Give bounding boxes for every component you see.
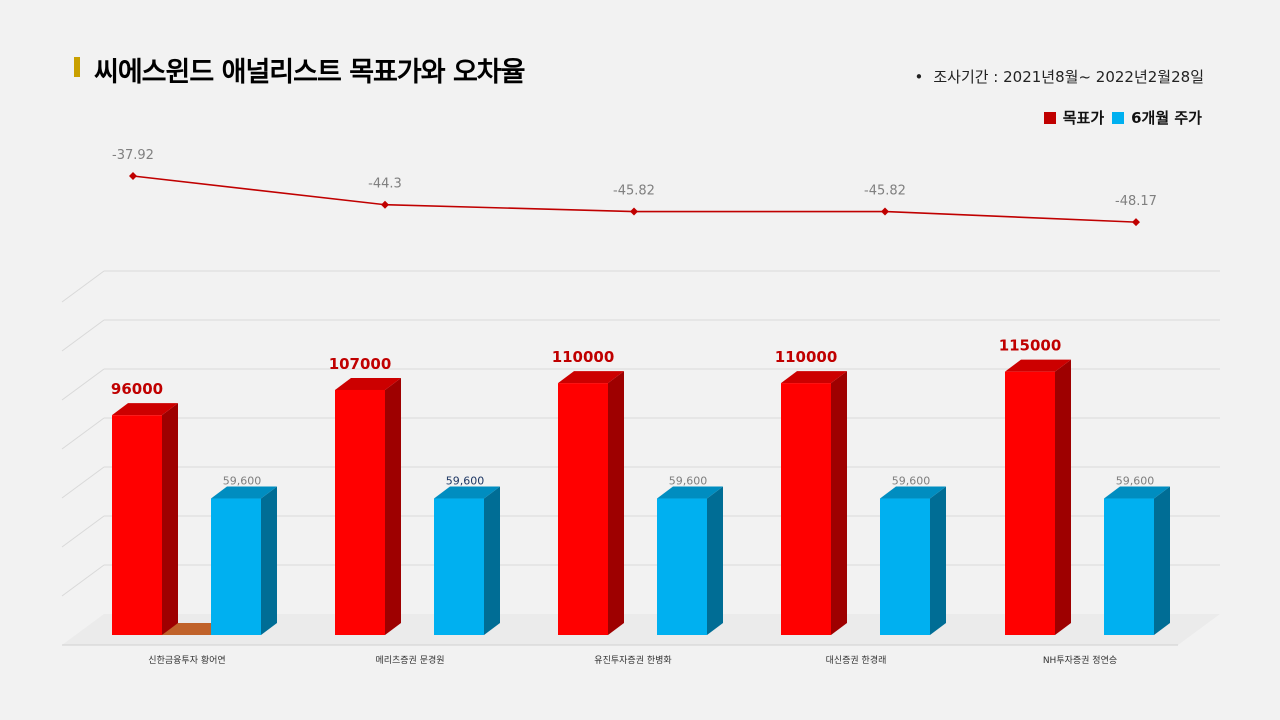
error-rate-point <box>1132 218 1140 227</box>
price-data-label: 59,600 <box>446 475 485 488</box>
x-axis-labels: 신한금융투자 황어연 메리츠증권 문경원 유진투자증권 한병화 대신증권 한경래 NH투… <box>148 654 1117 666</box>
target-bar-front <box>112 415 162 635</box>
target-bar <box>558 371 624 635</box>
bars: 96000 59,600 107000 59,600 110000 59,600 11000… <box>111 337 1170 635</box>
x-tick-label: 유진투자증권 한병화 <box>594 654 671 666</box>
price-bar-side <box>261 486 277 635</box>
price-bar-side <box>707 486 723 635</box>
target-bar-top <box>335 377 401 390</box>
target-data-label: 115000 <box>999 337 1062 355</box>
error-rate-point <box>129 172 137 180</box>
target-bar <box>1005 359 1071 635</box>
price-bar-front <box>880 498 930 635</box>
legend-swatch-target <box>1043 111 1056 124</box>
target-bar-top <box>1005 359 1071 372</box>
price-bar-front <box>1104 498 1154 635</box>
grid-line-side <box>61 368 105 401</box>
legend-label-price: 6개월 주가 <box>1131 109 1202 127</box>
error-rate-data-label: -37.92 <box>112 148 154 163</box>
legend: 목표가 6개월 주가 <box>1043 107 1202 128</box>
price-data-label: 59,600 <box>892 475 931 488</box>
error-rate-point <box>381 200 389 209</box>
price-bar-front <box>211 498 261 635</box>
x-tick-label: 대신증권 한경래 <box>826 654 887 666</box>
price-bar-top <box>1104 486 1170 499</box>
x-tick-label: NH투자증권 정연승 <box>1043 654 1117 666</box>
price-bar-top <box>434 486 500 499</box>
bullet: • <box>914 68 924 86</box>
title-accent-bar <box>74 57 80 77</box>
target-bar-side <box>385 377 401 635</box>
price-bar-side <box>1154 486 1170 635</box>
page-title: 씨에스윈드 애널리스트 목표가와 오차율 <box>94 57 525 88</box>
error-rate-data-label: -45.82 <box>613 184 655 199</box>
legend-swatch-price <box>1112 111 1125 124</box>
price-bar-front <box>434 498 484 635</box>
target-data-label: 110000 <box>775 348 838 366</box>
target-bar-top <box>558 371 624 384</box>
target-bar-top <box>781 371 847 384</box>
grid-line-side <box>61 466 105 499</box>
price-bar-top <box>657 486 723 499</box>
target-bar <box>335 377 401 635</box>
error-rate-point <box>881 207 889 216</box>
target-bar-side <box>608 371 624 635</box>
target-bar <box>112 403 178 635</box>
price-bar <box>434 486 500 635</box>
target-bar-front <box>335 389 385 635</box>
target-data-label: 107000 <box>329 355 392 373</box>
grid-line-side <box>61 417 105 450</box>
floor-slab <box>162 623 211 635</box>
price-bar-front <box>657 498 707 635</box>
error-rate-data-label: -48.17 <box>1115 194 1157 209</box>
target-bar-front <box>1005 371 1055 635</box>
error-rate-point <box>630 207 638 216</box>
error-rate-data-label: -44.3 <box>368 177 402 192</box>
survey-period-text: 조사기간 : 2021년8월~ 2022년2월28일 <box>933 68 1204 86</box>
price-data-label: 59,600 <box>1116 475 1155 488</box>
price-bar <box>211 486 277 635</box>
price-data-label: 59,600 <box>669 475 708 488</box>
price-bar-side <box>930 486 946 635</box>
target-bar-side <box>1055 359 1071 635</box>
grid-line-side <box>61 515 105 548</box>
survey-period: • 조사기간 : 2021년8월~ 2022년2월28일 <box>914 66 1204 87</box>
target-bar-side <box>831 371 847 635</box>
price-bar <box>657 486 723 635</box>
target-data-label: 110000 <box>552 348 615 366</box>
error-rate-data-label: -45.82 <box>864 184 906 199</box>
target-bar-front <box>558 383 608 635</box>
grid-line-side <box>61 564 105 597</box>
price-bar <box>1104 486 1170 635</box>
price-bar-top <box>211 486 277 499</box>
target-bar-top <box>112 403 178 416</box>
x-tick-label: 신한금융투자 황어연 <box>148 655 225 666</box>
target-data-label: 96000 <box>111 380 163 398</box>
price-data-label: 59,600 <box>223 475 262 488</box>
legend-item-target: 목표가 <box>1043 107 1105 128</box>
target-bar-front <box>781 383 831 635</box>
grid-line-side <box>61 319 105 352</box>
legend-item-price: 6개월 주가 <box>1112 107 1202 128</box>
price-bar-top <box>880 486 946 499</box>
grid-line-side <box>61 270 105 303</box>
x-tick-label: 메리츠증권 문경원 <box>375 654 444 666</box>
error-rate-line: -37.92 -44.3 -45.82 -45.82 -48.17 <box>112 148 1157 227</box>
price-bar-side <box>484 486 500 635</box>
target-bar <box>781 371 847 635</box>
target-bar-side <box>162 403 178 635</box>
price-bar <box>880 486 946 635</box>
legend-label-target: 목표가 <box>1062 109 1105 127</box>
